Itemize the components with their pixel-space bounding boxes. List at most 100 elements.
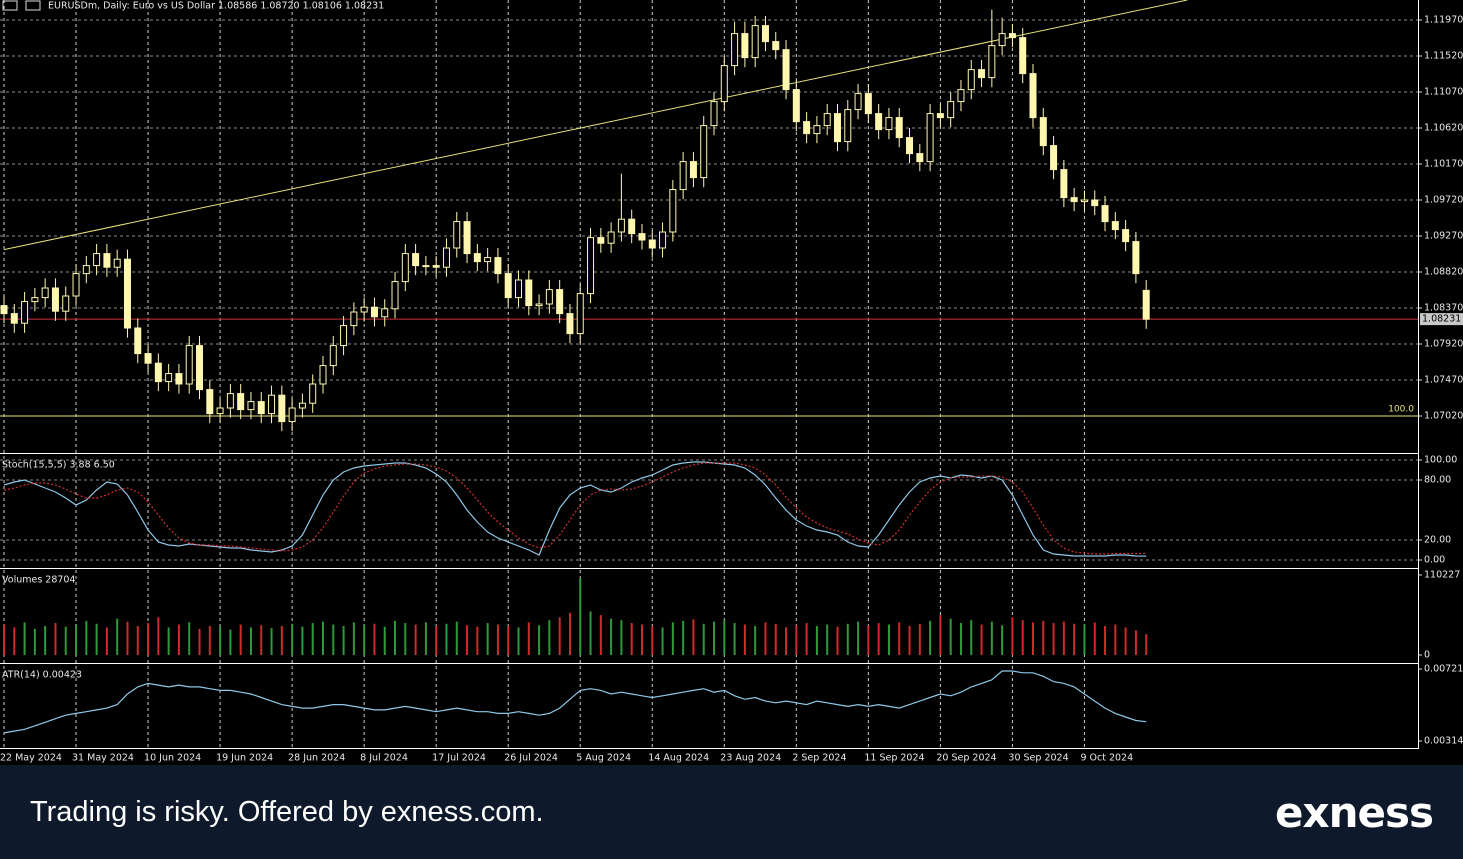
candle-body bbox=[648, 239, 656, 249]
volume-bar bbox=[260, 625, 263, 655]
volume-bar bbox=[846, 623, 849, 655]
y-tick-label: 1.09720 bbox=[1424, 195, 1463, 206]
volume-bar bbox=[1104, 625, 1107, 655]
candle-body bbox=[154, 362, 162, 383]
volume-bar bbox=[342, 625, 345, 655]
candle-body bbox=[463, 221, 471, 255]
volume-bar bbox=[270, 628, 273, 655]
candle-body bbox=[864, 93, 872, 115]
candle-body bbox=[659, 231, 667, 249]
candle-body bbox=[566, 313, 574, 335]
candle-body bbox=[93, 253, 101, 267]
volume-bar bbox=[496, 624, 499, 655]
candle-body bbox=[31, 297, 39, 303]
candle-body bbox=[803, 121, 811, 135]
candle-body bbox=[895, 117, 903, 139]
y-tick-label: 1.08370 bbox=[1424, 303, 1463, 314]
x-tick-label: 19 Jun 2024 bbox=[216, 753, 273, 764]
candle-body bbox=[1008, 33, 1016, 39]
volume-bar bbox=[1073, 623, 1076, 655]
volume-bar bbox=[486, 623, 489, 655]
volume-bar bbox=[1011, 617, 1014, 655]
price-tag bbox=[1420, 313, 1463, 326]
candle-body bbox=[741, 33, 749, 59]
panel-title: Stoch(15,5,5) 3.88 6.50 bbox=[2, 460, 115, 471]
candle-body bbox=[792, 89, 800, 123]
candle-body bbox=[329, 345, 337, 367]
volume-bar bbox=[743, 624, 746, 655]
volume-bar bbox=[198, 628, 201, 655]
volume-bar bbox=[219, 626, 222, 655]
volume-bar bbox=[980, 624, 983, 655]
volume-bar bbox=[558, 617, 561, 655]
x-tick-label: 22 May 2024 bbox=[0, 753, 62, 764]
panel-title: ATR(14) 0.00423 bbox=[2, 670, 82, 681]
candle-body bbox=[72, 273, 80, 297]
volume-bar bbox=[64, 626, 67, 655]
volume-bar bbox=[548, 620, 551, 655]
candle-body bbox=[1142, 289, 1150, 320]
volume-bar bbox=[599, 615, 602, 655]
x-tick-label: 17 Jul 2024 bbox=[432, 753, 486, 764]
candle-body bbox=[422, 265, 430, 268]
volume-bar bbox=[867, 625, 870, 655]
x-tick-label: 20 Sep 2024 bbox=[936, 753, 996, 764]
candle-body bbox=[813, 125, 821, 135]
volume-bar bbox=[589, 611, 592, 655]
candle-body bbox=[82, 265, 90, 275]
candle-body bbox=[1060, 169, 1068, 199]
candle-body bbox=[1050, 145, 1058, 171]
volume-bar bbox=[1021, 620, 1024, 655]
volume-bar bbox=[229, 629, 232, 655]
candle-body bbox=[288, 407, 296, 423]
volume-bar bbox=[692, 619, 695, 655]
volume-bar bbox=[1124, 627, 1127, 655]
volume-bar bbox=[671, 622, 674, 655]
candle-body bbox=[545, 289, 553, 305]
volume-bar bbox=[517, 627, 520, 655]
series-line bbox=[3, 462, 1147, 555]
level-label: 100.0 bbox=[1388, 405, 1414, 415]
candle-body bbox=[1122, 229, 1130, 243]
volume-bar bbox=[23, 622, 26, 655]
volume-bar bbox=[815, 625, 818, 655]
volume-bar bbox=[538, 625, 541, 655]
candle-body bbox=[906, 137, 914, 155]
candle-body bbox=[113, 258, 121, 268]
volume-bar bbox=[918, 623, 921, 655]
x-tick-label: 10 Jun 2024 bbox=[144, 753, 201, 764]
footer: Trading is risky. Offered by exness.com.… bbox=[0, 765, 1463, 859]
candle-body bbox=[833, 113, 841, 143]
y-tick-label: 1.11520 bbox=[1424, 51, 1463, 62]
x-tick-label: 14 Aug 2024 bbox=[648, 753, 709, 764]
volume-bar bbox=[713, 621, 716, 655]
trend-line bbox=[3, 0, 1188, 251]
logo: exness bbox=[1275, 787, 1434, 837]
volume-bar bbox=[610, 618, 613, 655]
x-tick-label: 31 May 2024 bbox=[72, 753, 134, 764]
candle-body bbox=[1039, 117, 1047, 147]
candle-body bbox=[576, 293, 584, 335]
volume-bar bbox=[651, 625, 654, 655]
candle-body bbox=[844, 109, 852, 143]
candle-body bbox=[41, 287, 49, 299]
volume-bar bbox=[949, 618, 952, 655]
volume-bar bbox=[157, 617, 160, 655]
volume-bar bbox=[774, 623, 777, 655]
volume-bar bbox=[723, 620, 726, 655]
volume-bar bbox=[177, 624, 180, 655]
volume-bar bbox=[249, 627, 252, 655]
price-tag-label: 1.08231 bbox=[1422, 314, 1461, 325]
candle-body bbox=[751, 25, 759, 59]
candle-body bbox=[1029, 73, 1037, 119]
candle-body bbox=[216, 407, 224, 415]
volume-bar bbox=[877, 623, 880, 655]
candle-body bbox=[123, 258, 131, 329]
x-tick-label: 28 Jun 2024 bbox=[288, 753, 345, 764]
volume-bar bbox=[620, 620, 623, 655]
volume-bar bbox=[332, 624, 335, 655]
candle-body bbox=[587, 237, 595, 295]
volume-bar bbox=[363, 625, 366, 655]
candle-body bbox=[134, 327, 142, 355]
x-tick-label: 26 Jul 2024 bbox=[504, 753, 558, 764]
